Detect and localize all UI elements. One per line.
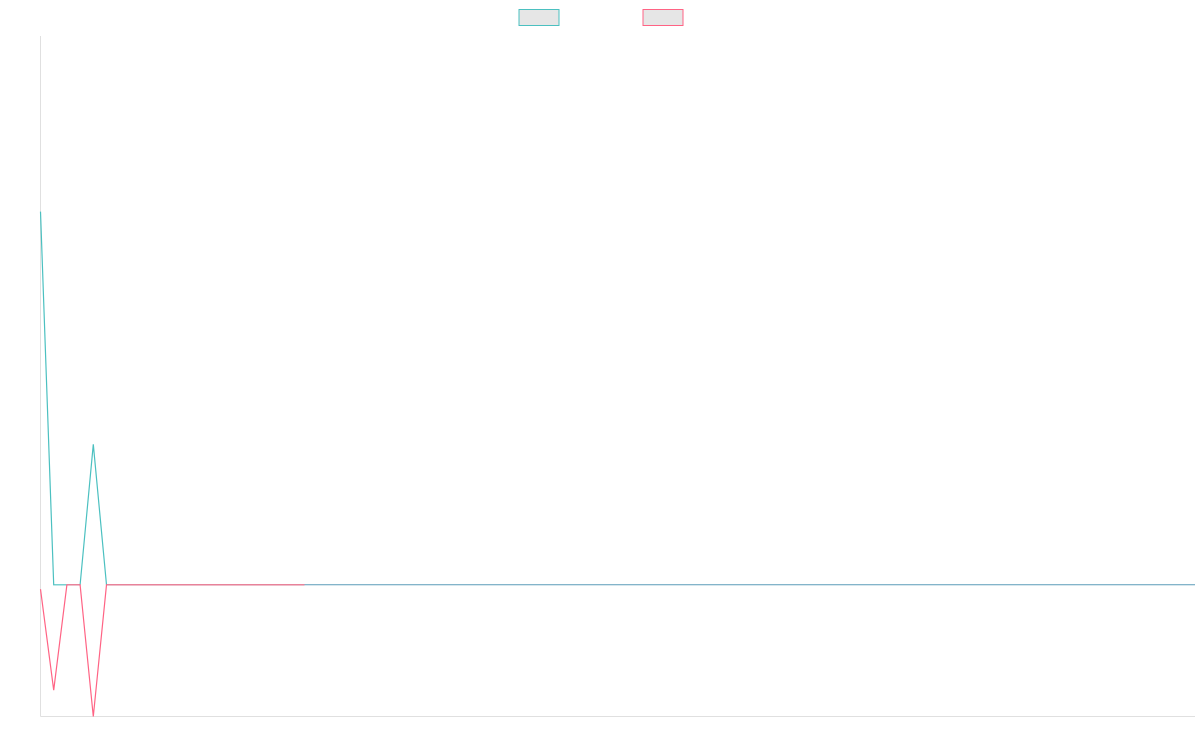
series-group — [39, 211, 305, 717]
series-line-2 — [39, 584, 305, 717]
legend-swatch-1[interactable] — [518, 9, 560, 26]
legend-item-1[interactable] — [518, 9, 560, 26]
series-line-1 — [39, 211, 305, 586]
legend-item-2[interactable] — [642, 9, 684, 26]
legend[interactable] — [518, 9, 684, 26]
legend-swatch-2[interactable] — [642, 9, 684, 26]
plot-area — [39, 36, 1195, 717]
